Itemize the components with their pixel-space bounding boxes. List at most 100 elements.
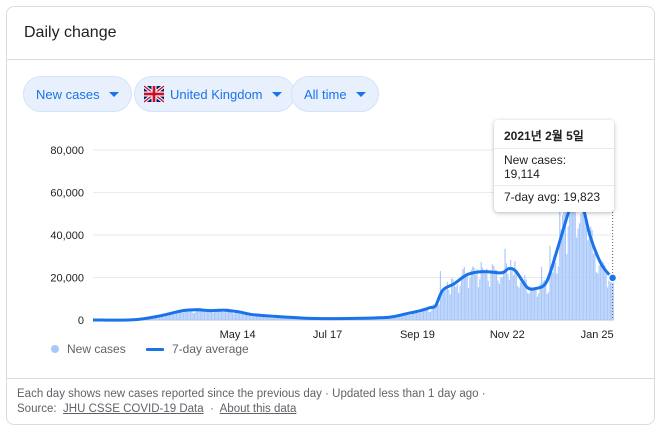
new-cases-bar (503, 271, 505, 320)
new-cases-bar (590, 226, 592, 320)
new-cases-bar (399, 316, 401, 320)
source-link[interactable]: JHU CSSE COVID-19 Data (63, 403, 204, 415)
new-cases-bar (441, 289, 443, 320)
new-cases-bar (500, 277, 502, 320)
new-cases-bar (196, 308, 199, 320)
new-cases-bar (532, 290, 534, 320)
new-cases-bar (553, 255, 555, 320)
new-cases-bar (397, 315, 399, 320)
new-cases-bar (425, 309, 427, 320)
new-cases-bar (415, 312, 418, 320)
new-cases-bar (521, 279, 523, 320)
y-tick-label: 60,000 (50, 188, 84, 200)
new-cases-bar (390, 317, 392, 320)
new-cases-bar (588, 238, 590, 320)
new-cases-bar (583, 208, 585, 320)
new-cases-bar (448, 289, 450, 320)
new-cases-bar (406, 314, 408, 320)
new-cases-bar (404, 314, 406, 320)
new-cases-bar (501, 276, 503, 320)
new-cases-bar (222, 312, 224, 320)
new-cases-bar (536, 296, 538, 320)
new-cases-bar (174, 313, 176, 320)
new-cases-bar (557, 266, 559, 320)
region-dropdown[interactable]: United Kingdom (134, 76, 295, 112)
new-cases-bar (538, 293, 540, 320)
new-cases-bar (275, 316, 277, 320)
new-cases-bar (258, 314, 260, 320)
new-cases-bar (566, 254, 568, 320)
new-cases-bar (580, 214, 582, 320)
new-cases-bar (480, 261, 482, 320)
new-cases-bar (540, 266, 543, 321)
new-cases-bar (180, 311, 182, 320)
new-cases-bar (504, 248, 506, 320)
new-cases-bar (469, 278, 471, 320)
new-cases-bar (598, 265, 600, 320)
new-cases-bar (490, 270, 492, 320)
new-cases-bar (463, 266, 465, 321)
new-cases-bar (205, 309, 207, 320)
new-cases-bar (269, 316, 272, 320)
new-cases-bar (518, 287, 520, 320)
new-cases-bar (602, 262, 604, 320)
new-cases-bar (423, 310, 425, 320)
new-cases-bar (578, 223, 581, 320)
new-cases-bar (455, 286, 457, 320)
new-cases-bar (216, 310, 218, 320)
new-cases-bar (223, 312, 225, 320)
card-title: Daily change (24, 24, 117, 41)
new-cases-bar (161, 315, 163, 320)
new-cases-bar (505, 263, 508, 320)
line-swatch-icon (146, 347, 164, 351)
avg-series-line (92, 191, 614, 322)
new-cases-bar (257, 314, 259, 320)
new-cases-bar (459, 285, 461, 320)
new-cases-bar (202, 311, 204, 320)
metric-dropdown[interactable]: New cases (23, 76, 132, 112)
new-cases-bar (542, 281, 544, 320)
new-cases-bar (428, 312, 430, 320)
new-cases-bar (528, 293, 530, 320)
new-cases-bar (208, 310, 210, 320)
legend-avg: 7-day average (146, 342, 249, 356)
new-cases-bar (215, 309, 217, 320)
y-tick-label: 0 (78, 315, 84, 327)
bar-swatch-icon (51, 345, 59, 353)
new-cases-bar (496, 269, 498, 320)
new-cases-bar (244, 312, 246, 320)
new-cases-bar (606, 287, 609, 320)
new-cases-bar (157, 316, 159, 320)
new-cases-bar (251, 316, 253, 320)
new-cases-bar (476, 269, 478, 320)
new-cases-bar (237, 312, 239, 320)
new-cases-bar (239, 312, 241, 320)
new-cases-bar (195, 308, 197, 320)
new-cases-bar (574, 168, 576, 320)
new-cases-bar (220, 310, 222, 320)
about-link[interactable]: About this data (219, 403, 297, 415)
hover-point (607, 273, 618, 283)
new-cases-bar (254, 315, 256, 320)
new-cases-bar (508, 279, 510, 320)
new-cases-bar (604, 265, 606, 320)
new-cases-bar (394, 316, 397, 320)
header-divider (7, 59, 654, 60)
range-dropdown[interactable]: All time (291, 76, 379, 112)
chart-tooltip: 2021년 2월 5일 New cases: 19,114 7-day avg:… (494, 120, 614, 212)
chevron-down-icon (108, 91, 119, 97)
new-cases-bar (414, 313, 416, 320)
new-cases-bar (206, 311, 208, 320)
source-separator: · (210, 403, 214, 415)
new-cases-bar (560, 229, 562, 320)
new-cases-bar (511, 268, 513, 320)
new-cases-bar (281, 317, 283, 320)
new-cases-bar (173, 314, 175, 320)
new-cases-bar (584, 216, 586, 320)
new-cases-bar (203, 311, 206, 320)
new-cases-bar (182, 312, 185, 320)
new-cases-bar (569, 195, 571, 320)
new-cases-bar (396, 315, 398, 320)
new-cases-bar (209, 310, 211, 320)
